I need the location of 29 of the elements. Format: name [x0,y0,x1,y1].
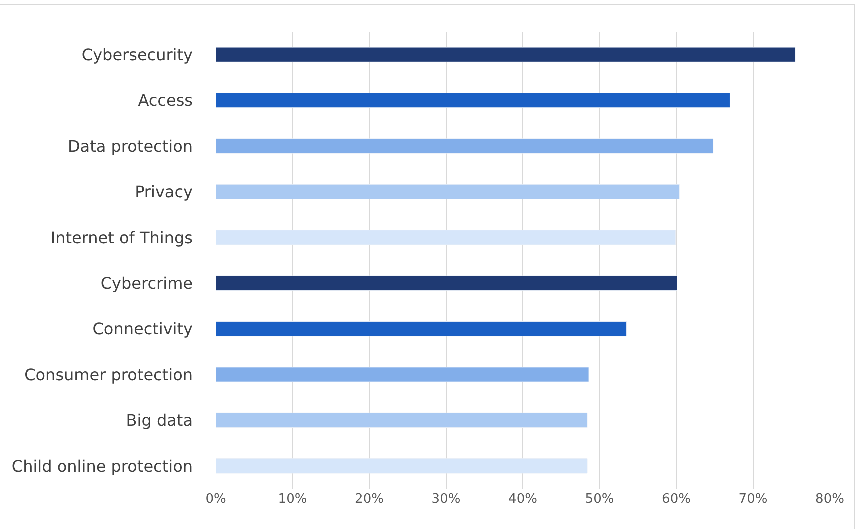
bar [216,184,680,200]
bar [216,276,678,291]
bar [216,92,730,108]
x-tick-label: 40% [508,492,538,507]
bar [216,230,676,246]
bar [216,321,627,337]
y-tick-label: Consumer protection [24,365,193,384]
y-tick-label: Internet of Things [50,228,193,248]
y-tick-label: Access [138,91,193,110]
x-tick-label: 10% [278,492,308,507]
bar [216,138,714,154]
bar [216,367,590,382]
bar [216,47,796,62]
y-tick-label: Big data [126,411,193,430]
y-tick-label: Cybercrime [100,274,193,293]
y-tick-label: Data protection [68,136,193,156]
y-tick-label: Child online protection [12,456,193,476]
x-tick-label: 20% [355,492,384,507]
x-tick-label: 50% [585,492,614,507]
x-tick-label: 60% [662,492,691,507]
x-tick-label: 0% [206,492,226,507]
y-tick-label: Connectivity [92,320,193,339]
bar [216,458,588,474]
x-tick-label: 80% [816,492,844,507]
y-tick-label: Cybersecurity [82,45,193,64]
y-tick-label: Privacy [135,182,193,202]
x-tick-label: 70% [738,492,768,507]
x-tick-label: 30% [432,492,461,507]
bar [216,412,588,428]
